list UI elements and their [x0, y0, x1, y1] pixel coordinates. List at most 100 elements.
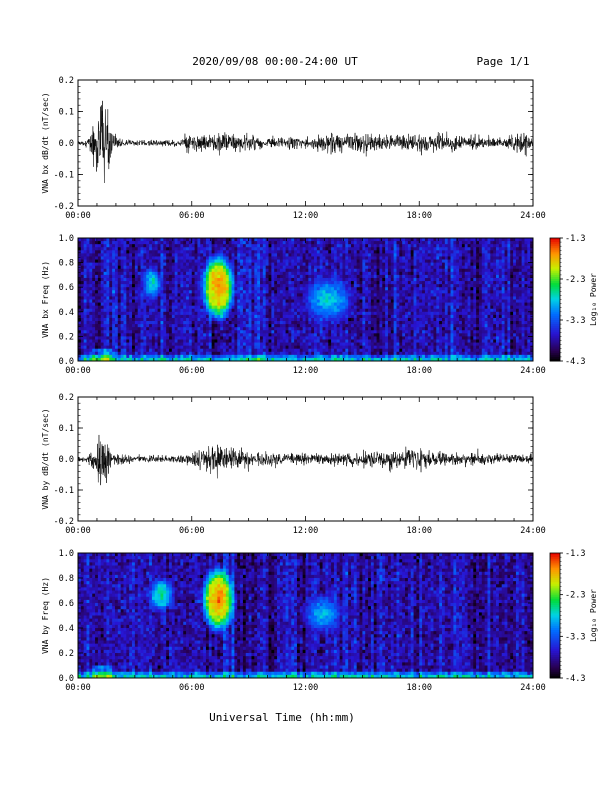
spectrogram-cell: [302, 354, 306, 359]
spectrogram-cell: [302, 277, 306, 282]
spectrogram-cell: [325, 281, 329, 285]
spectrogram-cell: [129, 342, 133, 347]
spectrogram-cell: [316, 330, 321, 334]
spectrogram-cell: [277, 259, 281, 263]
spectrogram-cell: [225, 324, 230, 328]
spectrogram-cell: [225, 296, 230, 300]
spectrogram-cell: [89, 342, 93, 347]
spectrogram-cell: [166, 268, 170, 273]
spectrogram-cell: [370, 314, 375, 319]
spectrogram-cell: [296, 333, 301, 337]
spectrogram-cell: [140, 299, 144, 303]
spectrogram-cell: [407, 354, 412, 359]
spectrogram-cell: [203, 238, 207, 242]
spectrogram-cell: [365, 247, 369, 251]
spectrogram-cell: [274, 259, 278, 263]
spectrogram-cell: [288, 321, 292, 325]
spectrogram-cell: [180, 311, 184, 316]
spectrogram-cell: [294, 238, 298, 242]
spectrogram-cell: [419, 324, 423, 328]
spectrogram-cell: [160, 342, 164, 347]
spectrogram-cell: [174, 238, 178, 242]
spectrogram-cell: [268, 342, 272, 347]
spectrogram-cell: [217, 305, 221, 310]
spectrogram-cell: [174, 327, 178, 331]
spectrogram-cell: [328, 324, 332, 328]
spectrogram-cell: [194, 287, 198, 291]
spectrogram-cell: [205, 238, 210, 242]
spectrogram-cell: [294, 324, 298, 328]
spectrogram-cell: [345, 274, 349, 279]
spectrogram-cell: [316, 317, 321, 322]
spectrogram-cell: [248, 351, 252, 356]
spectrogram-cell: [80, 348, 85, 353]
spectrogram-cell: [103, 348, 107, 353]
spectrogram-cell: [114, 321, 119, 325]
spectrogram-cell: [166, 354, 170, 359]
spectrogram-cell: [274, 324, 278, 328]
spectrogram-cell: [353, 305, 358, 310]
spectrogram-cell: [379, 268, 383, 273]
spectrogram-cell: [126, 290, 130, 294]
spectrogram-cell: [399, 305, 403, 310]
spectrogram-cell: [137, 339, 141, 343]
spectrogram-cell: [134, 348, 139, 353]
spectrogram-cell: [203, 302, 207, 307]
spectrogram-cell: [97, 302, 102, 307]
spectrogram-cell: [137, 354, 141, 359]
spectrogram-cell: [262, 336, 267, 340]
spectrogram-cell: [129, 299, 133, 303]
spectrogram-cell: [134, 265, 139, 270]
spectrogram-cell: [163, 271, 167, 276]
spectrogram-cell: [345, 241, 349, 245]
spectrogram-cell: [351, 271, 355, 276]
spectrogram-cell: [86, 290, 90, 294]
spectrogram-cell: [169, 345, 173, 350]
spectrogram-cell: [126, 274, 130, 279]
spectrogram-cell: [294, 244, 298, 248]
spectrogram-cell: [217, 324, 221, 328]
spectrogram-cell: [106, 317, 110, 322]
spectrogram-cell: [100, 305, 104, 310]
spectrogram-cell: [245, 274, 250, 279]
spectrogram-cell: [151, 348, 156, 353]
spectrogram-cell: [353, 345, 358, 350]
spectrogram-cell: [294, 314, 298, 319]
spectrogram-cell: [200, 299, 204, 303]
spectrogram-cell: [387, 277, 392, 282]
spectrogram-cell: [92, 277, 96, 282]
spectrogram-cell: [100, 247, 104, 251]
spectrogram-cell: [339, 357, 343, 362]
spectrogram-cell: [120, 293, 124, 297]
spectrogram-cell: [399, 321, 403, 325]
spectrogram-cell: [126, 296, 130, 300]
spectrogram-cell: [171, 247, 176, 251]
spectrogram-cell: [322, 333, 326, 337]
spectrogram-cell: [157, 299, 161, 303]
spectrogram-cell: [368, 253, 372, 257]
spectrogram-cell: [370, 259, 375, 263]
spectrogram-cell: [117, 271, 122, 276]
spectrogram-cell: [348, 354, 352, 359]
spectrogram-cell: [171, 290, 176, 294]
spectrogram-cell: [410, 265, 414, 270]
spectrogram-cell: [214, 342, 218, 347]
spectrogram-cell: [325, 336, 329, 340]
spectrogram-cell: [163, 345, 167, 350]
spectrogram-cell: [126, 333, 130, 337]
spectrogram-cell: [86, 259, 90, 263]
spectrogram-cell: [120, 262, 124, 267]
spectrogram-cell: [402, 293, 406, 297]
spectrogram-cell: [132, 327, 136, 331]
spectrogram-cell: [387, 247, 392, 251]
spectrogram-cell: [86, 296, 90, 300]
spectrogram-cell: [257, 293, 261, 297]
spectrogram-cell: [396, 327, 400, 331]
spectrogram-cell: [285, 274, 289, 279]
spectrogram-cell: [265, 281, 269, 285]
spectrogram-cell: [413, 357, 417, 362]
spectrogram-cell: [208, 317, 213, 322]
spectrogram-cell: [211, 253, 215, 257]
x-tick-label: 24:00: [520, 211, 546, 221]
spectrogram-cell: [296, 253, 301, 257]
